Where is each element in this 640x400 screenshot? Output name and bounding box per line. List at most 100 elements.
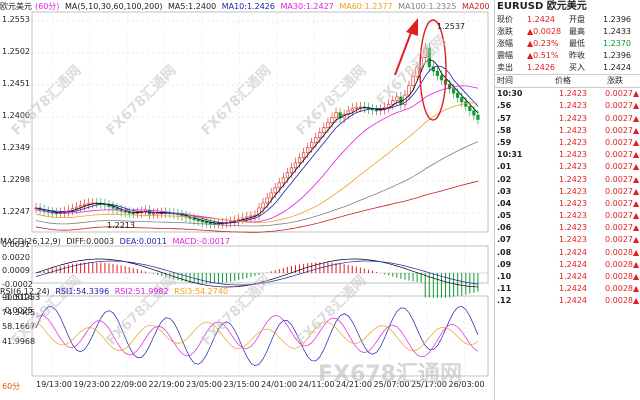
axis-tick-label: 0.0031 xyxy=(2,240,30,249)
quote-l2: 开盘 xyxy=(569,15,585,24)
tick-row: .01 1.2423 0.0027 ▲ xyxy=(495,161,640,173)
time-tick-label: 23/05:00 xyxy=(186,380,222,389)
quote-l2: 昨收 xyxy=(569,51,585,60)
ma60-line xyxy=(35,102,478,224)
tick-row: 10:30 1.2423 0.0027 ▲ xyxy=(495,88,640,100)
quote-v2: 1.2370 xyxy=(603,39,631,48)
quote-row: 涨跌 ▲0.0028 最高 1.2433 xyxy=(495,26,640,38)
rsi1-value: RSI1:54.3396 xyxy=(55,287,110,296)
up-arrow-icon: ▲ xyxy=(633,150,640,160)
quote-v1: 1.2424 xyxy=(527,15,555,24)
candle xyxy=(427,47,431,68)
candle xyxy=(326,122,330,128)
up-arrow-icon: ▲ xyxy=(633,125,640,135)
tick-header-price: 价格 xyxy=(555,76,571,85)
arrow-head xyxy=(406,18,418,36)
ma60-value: MA60:1.2377 xyxy=(339,2,393,11)
quote-l1: 卖出 xyxy=(497,63,513,72)
candle xyxy=(314,137,318,144)
time-tick-label: 22/09:00 xyxy=(111,380,147,389)
tick-c: 0.0027 xyxy=(605,162,633,172)
candle xyxy=(289,167,294,174)
candle xyxy=(322,127,326,133)
time-tick-label: 24/01:00 xyxy=(261,380,297,389)
tick-row: .08 1.2424 0.0028 ▲ xyxy=(495,247,640,259)
candle xyxy=(261,202,265,209)
time-tick-label: 22/19:00 xyxy=(148,380,185,389)
candle xyxy=(411,75,415,86)
up-arrow-icon: ▲ xyxy=(633,101,640,111)
quote-l1: 现价 xyxy=(497,15,513,24)
tick-p: 1.2424 xyxy=(559,284,587,294)
tick-t: .05 xyxy=(497,211,512,221)
tick-row: .02 1.2423 0.0027 ▲ xyxy=(495,174,640,186)
tick-t: .01 xyxy=(497,162,512,172)
tick-p: 1.2423 xyxy=(559,235,587,245)
candle xyxy=(277,182,281,189)
chart-area[interactable]: 欧元美元 (60分) MA(5,10,30,60,100,200) MA5:1.2… xyxy=(0,0,492,400)
candle xyxy=(265,197,269,204)
ma-name: MA(5,10,30,60,100,200) xyxy=(64,2,163,11)
candle xyxy=(208,222,212,225)
candle xyxy=(468,106,472,112)
candle xyxy=(257,207,261,216)
ma30-line xyxy=(35,85,479,223)
up-arrow-icon: ▲ xyxy=(633,259,640,269)
kline-chart[interactable] xyxy=(0,0,492,400)
ma100-line xyxy=(35,141,479,227)
tick-p: 1.2424 xyxy=(559,259,587,269)
high-annotation: 1.2537 xyxy=(437,22,465,31)
quote-l2: 买入 xyxy=(569,63,585,72)
candle xyxy=(297,157,302,164)
tick-row: .06 1.2423 0.0027 ▲ xyxy=(495,222,640,234)
quote-row: 震幅 ▲0.51% 昨收 1.2396 xyxy=(495,50,640,62)
tick-row: .09 1.2424 0.0028 ▲ xyxy=(495,259,640,271)
low-annotation: 1.2213 xyxy=(107,221,135,230)
quote-v1: ▲0.51% xyxy=(527,51,559,60)
rsi-indicator-line: RSI(6,12,24) RSI1:54.3396 RSI2:51.9982 R… xyxy=(0,286,231,298)
macd-indicator-line: MACD(26,12,9) DIFF:0.0003 DEA:0.0011 MAC… xyxy=(0,236,233,248)
up-arrow-icon: ▲ xyxy=(633,247,640,257)
tick-c: 0.0028 xyxy=(605,247,633,257)
candle xyxy=(330,117,334,123)
axis-tick-label: 0.0020 xyxy=(2,253,30,263)
candle xyxy=(407,85,411,96)
tick-p: 1.2423 xyxy=(559,198,587,208)
ma10-line xyxy=(35,65,479,224)
candle xyxy=(306,147,310,154)
candle xyxy=(245,216,249,219)
up-arrow-icon: ▲ xyxy=(633,162,640,172)
ma30-value: MA30:1.2427 xyxy=(280,2,334,11)
quote-v1: 1.2426 xyxy=(527,63,555,72)
quote-l1: 震幅 xyxy=(497,51,513,60)
quote-row: 涨幅 ▲0.23% 最低 1.2370 xyxy=(495,38,640,50)
candle xyxy=(452,88,456,94)
tick-t: .08 xyxy=(497,247,512,257)
candle xyxy=(395,96,399,101)
candle xyxy=(415,66,419,77)
period-button[interactable]: 60分 xyxy=(2,382,21,391)
tick-c: 0.0027 xyxy=(605,198,633,208)
tick-t: .09 xyxy=(497,259,512,269)
axis-tick-label: 1.2349 xyxy=(2,143,30,152)
axis-tick-label: 1.2451 xyxy=(2,79,30,88)
arrow-shaft xyxy=(394,29,413,76)
candle xyxy=(456,92,460,98)
candle xyxy=(273,187,277,194)
tick-p: 1.2423 xyxy=(559,150,587,160)
tick-t: .12 xyxy=(497,296,512,306)
tick-p: 1.2424 xyxy=(559,272,587,281)
candle xyxy=(285,172,289,179)
quote-summary: 现价 1.2424 开盘 1.2396 涨跌 ▲0.0028 最高 1.2433 涨幅 ▲0.23… xyxy=(495,14,640,74)
up-arrow-icon: ▲ xyxy=(633,272,640,281)
axis-tick-label: 1.2502 xyxy=(2,47,30,56)
up-arrow-icon: ▲ xyxy=(633,198,640,208)
rsi2-value: RSI2:51.9982 xyxy=(114,287,169,296)
up-arrow-icon: ▲ xyxy=(633,89,640,99)
axis-tick-label: 74.3405 xyxy=(2,307,36,317)
axis-tick-label: -0.0002 xyxy=(2,279,33,289)
candle xyxy=(123,210,127,213)
tick-c: 0.0028 xyxy=(605,259,633,269)
tick-c: 0.0028 xyxy=(605,296,633,306)
tick-list[interactable]: 10:30 1.2423 0.0027 ▲ .56 1.2423 0.0027 ▲ .57 1.2… xyxy=(495,88,640,307)
